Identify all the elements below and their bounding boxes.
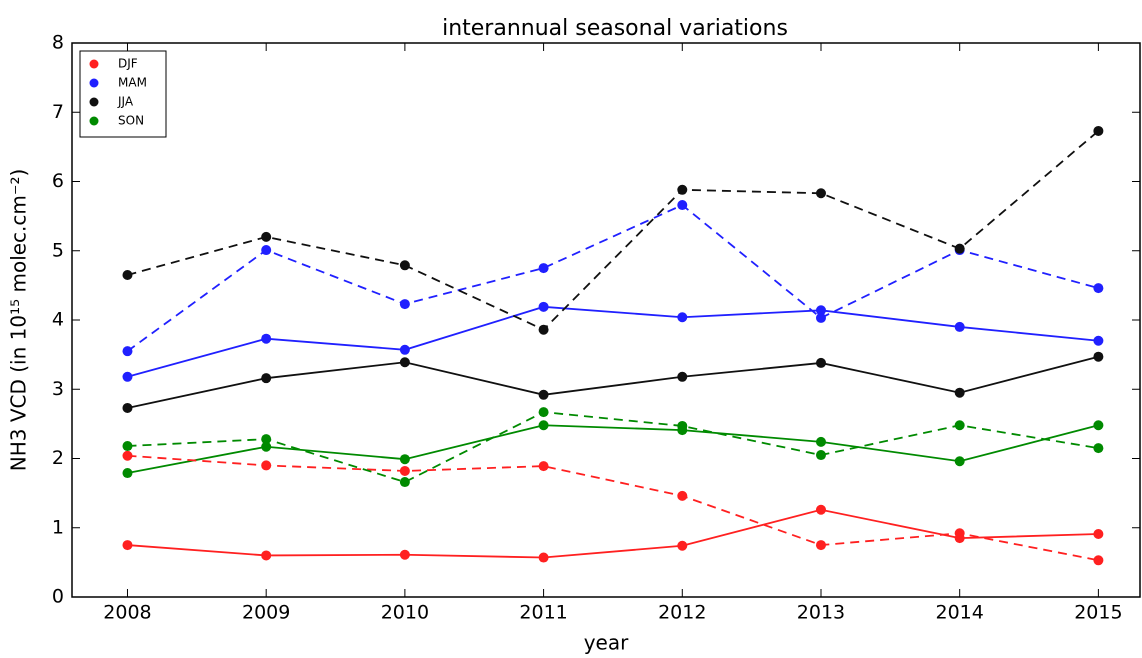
- legend-marker: [89, 116, 99, 126]
- series-line: [127, 508, 1099, 559]
- data-point: [954, 528, 965, 539]
- y-tick-label: 4: [52, 309, 64, 331]
- data-point: [954, 420, 965, 431]
- data-point: [122, 402, 133, 413]
- data-point: [261, 460, 272, 471]
- data-point: [261, 434, 272, 445]
- data-point: [399, 299, 410, 310]
- data-point: [538, 389, 549, 400]
- data-point: [815, 450, 826, 461]
- y-tick-label: 7: [52, 101, 64, 123]
- series-line: [127, 305, 1099, 378]
- data-point: [399, 477, 410, 488]
- data-point: [122, 371, 133, 382]
- data-point: [538, 461, 549, 472]
- data-point: [677, 312, 688, 323]
- data-point: [815, 436, 826, 447]
- data-point: [954, 456, 965, 467]
- data-point: [954, 243, 965, 254]
- x-tick-label: 2013: [797, 602, 845, 624]
- chart-title: interannual seasonal variations: [442, 16, 788, 41]
- data-point: [1093, 528, 1104, 539]
- data-point: [954, 321, 965, 332]
- data-point: [399, 357, 410, 368]
- data-point: [261, 550, 272, 561]
- data-point: [677, 184, 688, 195]
- legend-label: JJA: [117, 95, 134, 109]
- data-point: [538, 420, 549, 431]
- data-point: [815, 305, 826, 316]
- series-line: [127, 130, 1099, 331]
- data-point: [122, 441, 133, 452]
- series-line: [126, 203, 1099, 352]
- x-tick-label: 2010: [381, 602, 429, 624]
- data-point: [677, 200, 688, 211]
- legend-label: MAM: [118, 76, 147, 90]
- x-tick-label: 2012: [658, 602, 706, 624]
- y-tick-label: 0: [52, 586, 64, 608]
- data-point: [399, 344, 410, 355]
- legend-label: DJF: [118, 57, 138, 71]
- data-point: [122, 269, 133, 280]
- x-axis-label: year: [584, 631, 629, 655]
- data-point: [538, 301, 549, 312]
- series-line: [127, 454, 1099, 562]
- data-point: [399, 465, 410, 476]
- data-point: [399, 260, 410, 271]
- x-tick-label: 2009: [242, 602, 290, 624]
- data-point: [815, 312, 826, 323]
- data-point: [1093, 420, 1104, 431]
- y-tick-label: 2: [52, 447, 64, 469]
- data-point: [261, 245, 272, 256]
- data-point: [122, 450, 133, 461]
- y-tick-label: 8: [52, 32, 64, 54]
- x-tick-label: 2015: [1074, 602, 1122, 624]
- legend-marker: [89, 97, 99, 107]
- data-point: [399, 549, 410, 560]
- plot-frame: [71, 42, 1141, 598]
- data-point: [122, 468, 133, 479]
- data-point: [1093, 443, 1104, 454]
- data-point: [122, 346, 133, 357]
- data-point: [122, 540, 133, 551]
- data-point: [815, 504, 826, 515]
- legend-marker: [89, 59, 99, 69]
- data-point: [677, 540, 688, 551]
- data-point: [677, 490, 688, 501]
- data-point: [1093, 351, 1104, 362]
- series-line: [127, 424, 1099, 474]
- y-tick-label: 5: [52, 239, 64, 261]
- data-point: [538, 263, 549, 274]
- data-point: [954, 387, 965, 398]
- data-point: [399, 454, 410, 465]
- x-tick-label: 2011: [519, 602, 567, 624]
- y-tick-label: 6: [52, 170, 64, 192]
- data-point: [261, 333, 272, 344]
- data-point: [538, 552, 549, 563]
- y-axis-label: NH3 VCD (in 10¹⁵ molec.cm⁻²): [7, 169, 31, 472]
- data-point: [261, 441, 272, 452]
- data-point: [1093, 125, 1104, 136]
- data-point: [538, 324, 549, 335]
- data-point: [677, 371, 688, 382]
- series-line: [127, 355, 1099, 409]
- data-point: [815, 188, 826, 199]
- data-point: [677, 420, 688, 431]
- legend-marker: [89, 78, 99, 88]
- data-point: [538, 407, 549, 418]
- data-point: [815, 540, 826, 551]
- data-point: [261, 231, 272, 242]
- data-point: [1093, 335, 1104, 346]
- y-tick-label: 1: [52, 516, 64, 538]
- data-point: [1093, 555, 1104, 566]
- data-point: [261, 373, 272, 384]
- y-tick-label: 3: [52, 378, 64, 400]
- x-tick-label: 2008: [103, 602, 151, 624]
- data-point: [1093, 283, 1104, 294]
- data-point: [815, 357, 826, 368]
- legend-label: SON: [118, 114, 144, 128]
- x-tick-label: 2014: [936, 602, 984, 624]
